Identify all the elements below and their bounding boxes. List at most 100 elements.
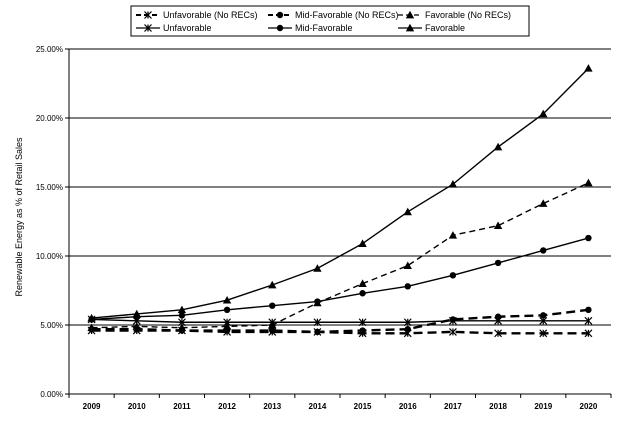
data-point: [585, 306, 592, 314]
data-point: [494, 329, 503, 338]
x-tick-label: 2020: [580, 402, 598, 411]
data-point: [403, 318, 412, 327]
data-point: [540, 247, 547, 254]
series-favorable-no-recs: [87, 178, 593, 332]
data-point: [268, 280, 277, 289]
series-line: [91, 318, 589, 323]
data-point: [269, 302, 276, 309]
legend-item: Unfavorable (No RECs): [136, 10, 258, 20]
legend-marker: [405, 23, 415, 32]
data-point: [494, 316, 503, 325]
x-tick-label: 2014: [309, 402, 327, 411]
data-point: [403, 261, 412, 270]
legend-item: Unfavorable: [136, 23, 212, 33]
data-point: [222, 295, 232, 304]
data-point: [584, 329, 593, 338]
data-point: [358, 279, 367, 287]
data-point: [540, 312, 547, 319]
legend-label: Unfavorable: [163, 23, 212, 33]
x-axis-ticks: 2009 2010 2011 2012 2013 2014 2015 2016 2017 2018…: [68, 394, 612, 411]
x-tick-label: 2009: [83, 402, 101, 411]
data-point: [449, 272, 457, 279]
data-point: [539, 199, 548, 207]
data-point: [223, 306, 231, 314]
data-point: [177, 318, 186, 327]
data-point: [584, 316, 593, 325]
legend-box: [130, 5, 530, 37]
data-point: [404, 283, 411, 290]
legend-label: Unfavorable (No RECs): [163, 10, 258, 20]
x-tick-label: 2019: [534, 402, 552, 411]
data-point: [132, 322, 141, 330]
legend-item: Favorable (No RECs): [398, 10, 511, 20]
x-tick-label: 2011: [173, 402, 191, 411]
data-point: [222, 322, 232, 330]
series-line: [91, 182, 589, 329]
x-tick-label: 2010: [128, 402, 146, 411]
data-point: [448, 231, 458, 239]
series-line: [91, 237, 589, 321]
legend-marker: [144, 11, 152, 19]
data-point: [539, 329, 548, 338]
legend-marker: [144, 24, 152, 32]
data-point: [539, 316, 548, 325]
data-point: [359, 327, 366, 334]
data-point: [177, 305, 187, 314]
y-tick-label: 25.00%: [36, 45, 63, 54]
data-point: [494, 259, 502, 267]
x-tick-label: 2013: [263, 402, 281, 411]
series-favorable: [87, 64, 593, 322]
data-point: [585, 234, 592, 242]
data-point: [269, 327, 276, 334]
y-axis-title: Renewable Energy as % of Retail Sales: [14, 137, 24, 297]
y-tick-label: 5.00%: [40, 321, 63, 330]
y-axis-ticks: 0.00% 5.00% 10.00% 15.00% 20.00% 25.00%: [36, 45, 69, 399]
data-point: [358, 239, 367, 247]
data-point: [177, 323, 187, 332]
legend-marker: [276, 24, 284, 32]
legend-label: Favorable: [425, 23, 465, 33]
data-point: [313, 264, 322, 272]
data-point: [539, 109, 548, 118]
legend-label: Mid-Favorable (No RECs): [295, 10, 399, 20]
data-point: [87, 323, 96, 332]
legend-marker: [276, 11, 284, 19]
data-point: [314, 298, 321, 305]
y-tick-label: 20.00%: [36, 114, 63, 123]
x-tick-label: 2012: [218, 402, 236, 411]
data-point: [132, 309, 141, 318]
data-point: [404, 325, 411, 333]
legend-item: Favorable: [398, 23, 465, 33]
data-point: [87, 313, 96, 322]
data-point: [494, 313, 502, 320]
data-point: [314, 328, 321, 336]
data-point: [448, 327, 457, 336]
data-point: [359, 290, 366, 297]
series-line: [91, 67, 589, 319]
series-line: [91, 329, 589, 335]
x-tick-label: 2016: [399, 402, 417, 411]
x-tick-label: 2017: [444, 402, 462, 411]
y-tick-label: 10.00%: [36, 252, 63, 261]
data-point: [313, 318, 322, 327]
legend-marker: [405, 10, 415, 19]
legend-label: Favorable (No RECs): [425, 10, 511, 20]
data-point: [358, 318, 367, 327]
data-point: [584, 178, 593, 187]
y-tick-label: 0.00%: [40, 390, 63, 399]
data-point: [223, 318, 232, 327]
legend: Unfavorable (No RECs) Mid-Favorable (No R…: [130, 5, 530, 37]
x-tick-label: 2015: [354, 402, 372, 411]
series-layer: [87, 64, 593, 338]
x-tick-label: 2018: [489, 402, 507, 411]
legend-label: Mid-Favorable: [295, 23, 353, 33]
gridlines: [69, 48, 611, 326]
y-tick-label: 15.00%: [36, 183, 63, 192]
series-unfavorable: [87, 315, 593, 327]
data-point: [448, 180, 458, 188]
data-point: [493, 221, 503, 229]
data-point: [448, 316, 457, 325]
data-point: [403, 207, 412, 216]
